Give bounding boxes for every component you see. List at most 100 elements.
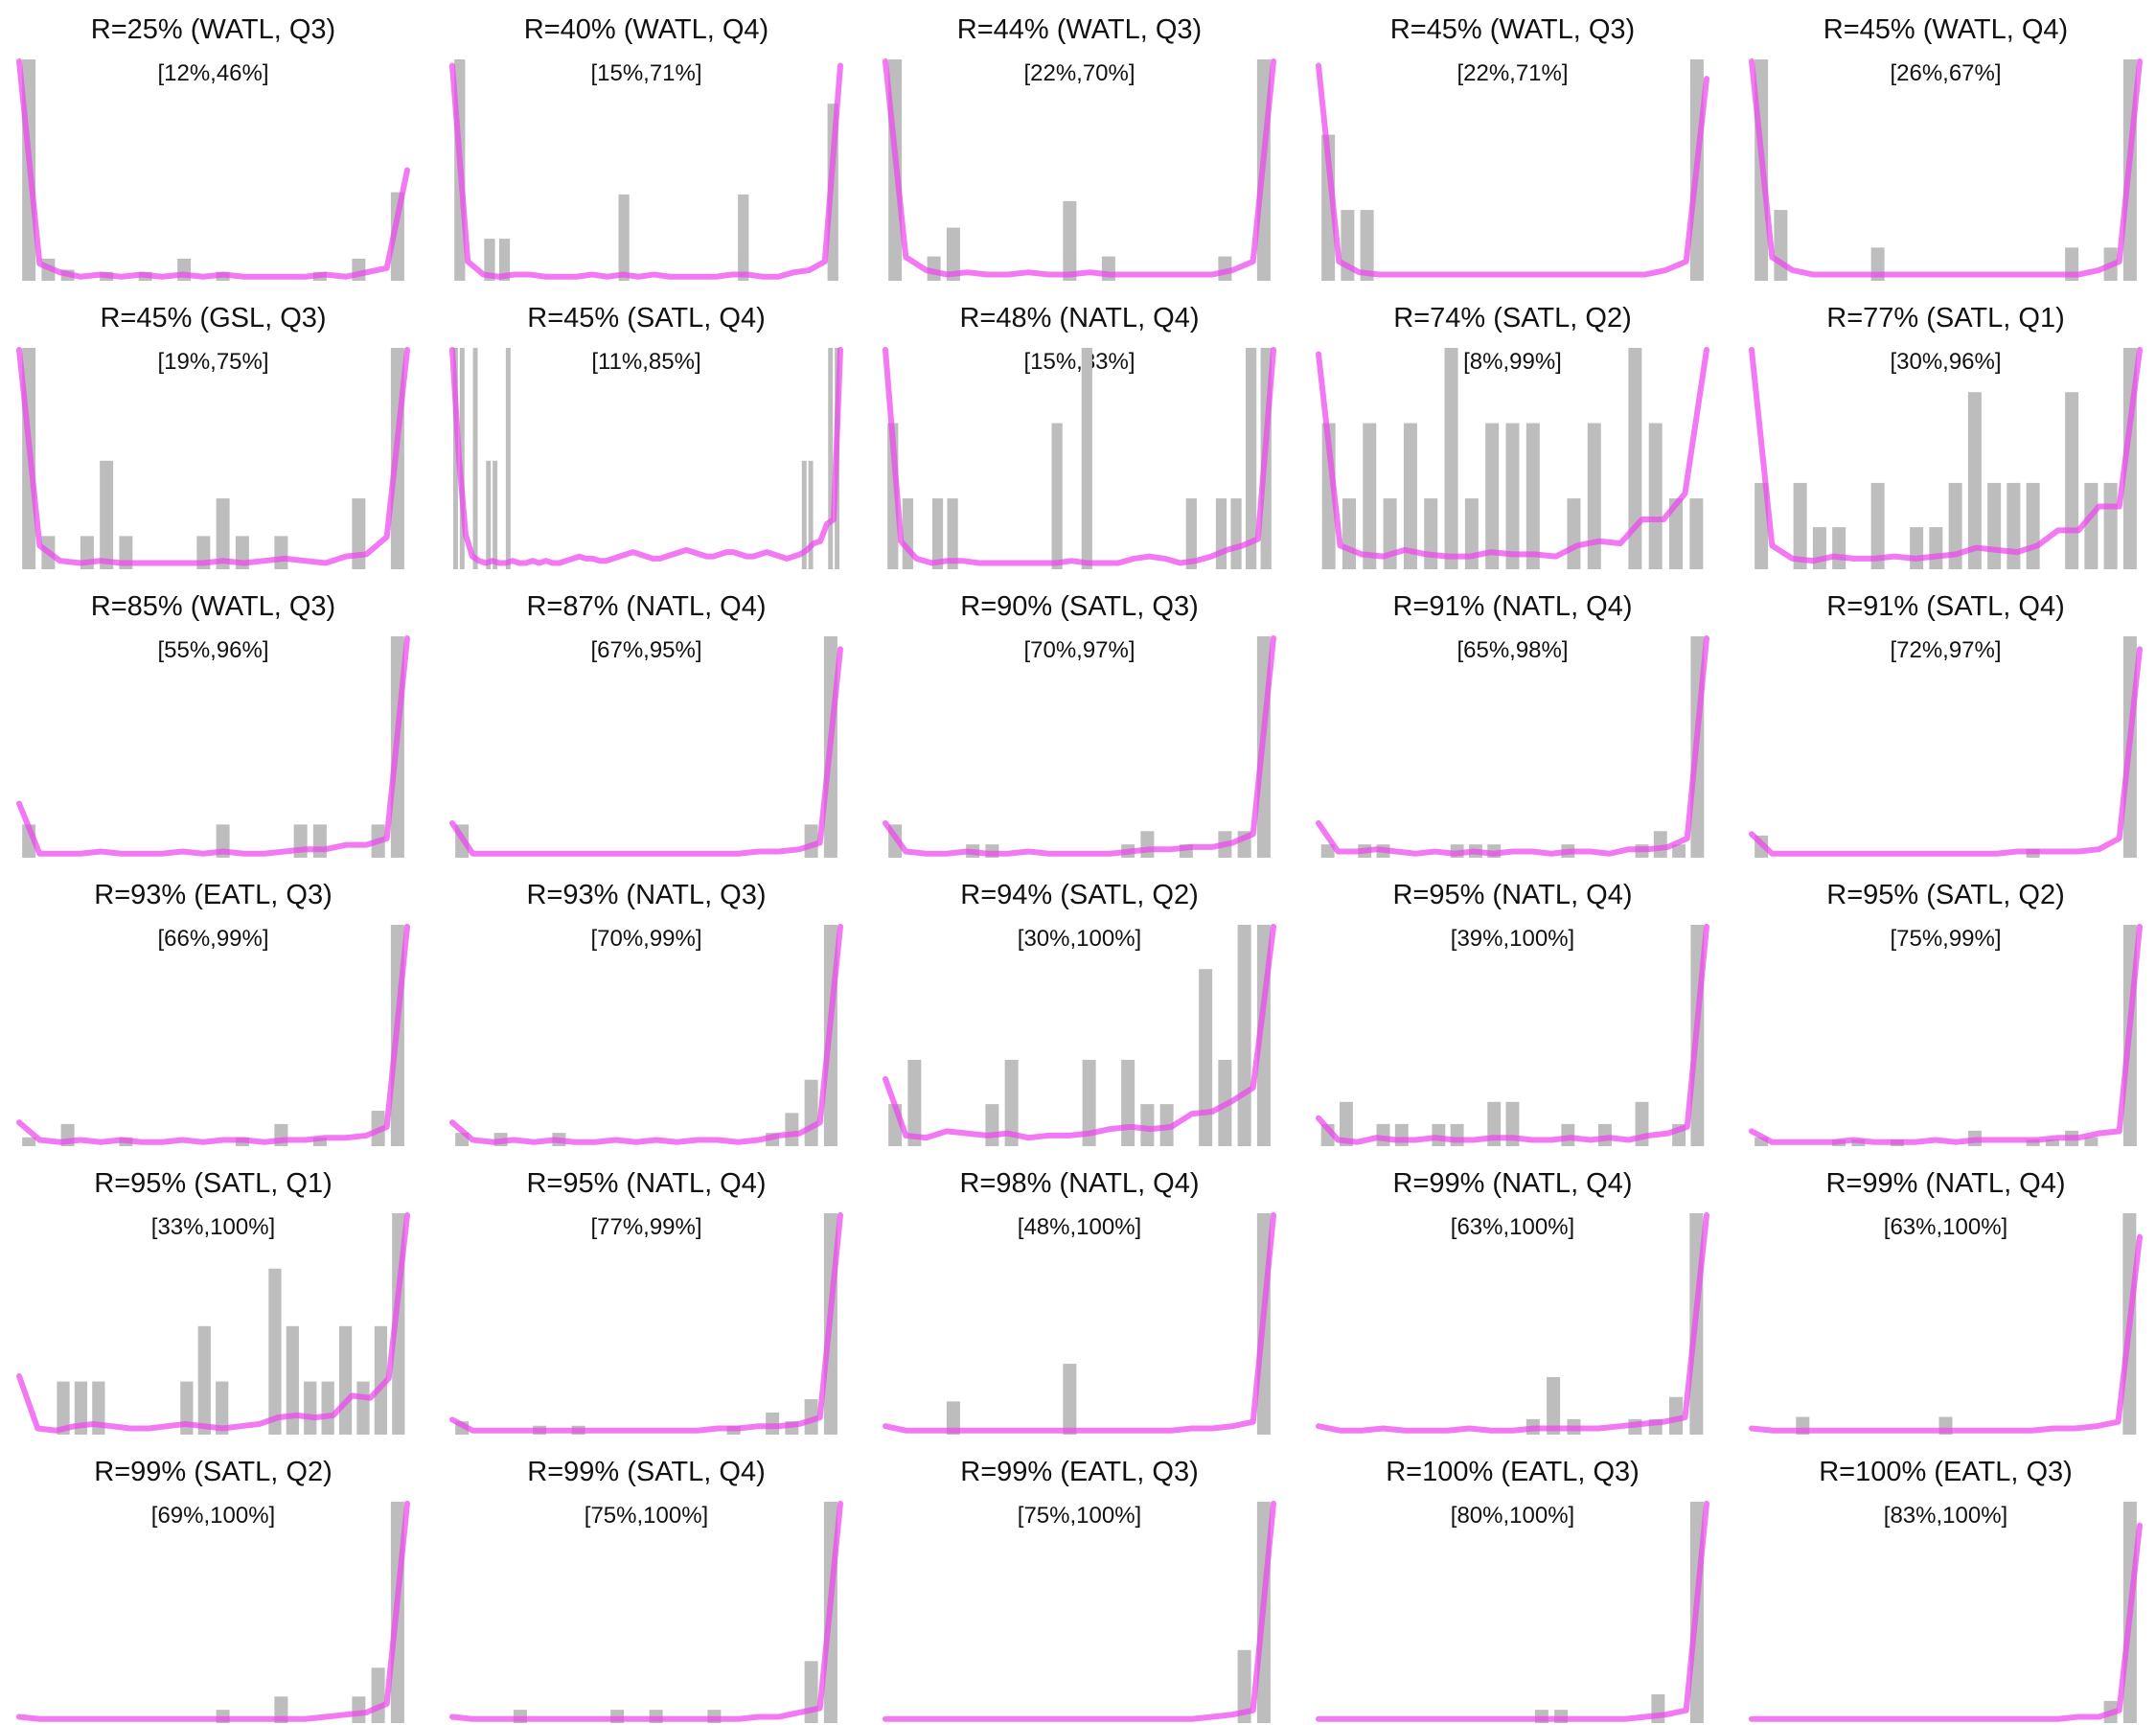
panel-title: R=99% (EATL, Q3) [960,1457,1198,1487]
panel-title: R=45% (SATL, Q4) [527,303,765,334]
panel-20: R=95% (SATL, Q2) [75%,99%] [1749,880,2143,1146]
panel-14: R=91% (NATL, Q4) [65%,98%] [1316,591,1709,858]
bar [1140,831,1155,858]
bar [1669,498,1684,569]
panel-title: R=85% (WATL, Q3) [91,591,335,622]
bar [801,460,807,569]
panel-range: [11%,85%] [591,349,700,375]
bar [1505,423,1520,569]
bar [947,498,958,569]
panel-title: R=99% (NATL, Q4) [1825,1168,2065,1199]
bar [1199,969,1213,1146]
bar [1185,498,1197,569]
series-line [1749,924,2143,1145]
series-line [16,1501,410,1722]
panel-range: [83%,100%] [1884,1503,2007,1529]
panel-27: R=99% (SATL, Q4) [75%,100%] [449,1457,843,1723]
bar [1360,210,1374,281]
panel-6: R=45% (GSL, Q3) [19%,75%] [16,303,410,569]
panel-9: R=74% (SATL, Q2) [8%,99%] [1316,303,1709,569]
bar [1774,210,1788,281]
bar [356,1381,370,1435]
series-line [883,347,1276,566]
series-line [883,1212,1276,1434]
panel-title: R=99% (NATL, Q4) [1392,1168,1632,1199]
panel-title: R=93% (EATL, Q3) [94,880,332,910]
panel-title: R=94% (SATL, Q2) [960,880,1198,910]
bar [22,1137,36,1146]
bar [312,824,327,858]
bar [1910,527,1924,569]
series-line [1749,1233,2143,1434]
bar [1967,392,1982,569]
panel-2: R=40% (WATL, Q4) [15%,71%] [449,14,843,281]
bar [452,348,458,569]
panel-title: R=91% (NATL, Q4) [1392,591,1632,622]
bar [1669,1396,1684,1435]
series-line [883,58,1276,278]
bar [2065,392,2079,569]
panel-title: R=95% (NATL, Q4) [1392,880,1632,910]
bar [887,423,899,569]
bar [274,536,288,569]
bar [216,498,230,569]
panel-range: [55%,96%] [157,637,268,663]
panel-range: [15%,83%] [1023,349,1135,375]
panel-range: [65%,98%] [1456,637,1568,663]
bar [1987,482,2002,569]
series-line [16,1212,410,1434]
panel-range: [75%,99%] [1890,926,2001,952]
bar [352,1696,366,1723]
bar [1081,348,1092,569]
bar [1547,1376,1561,1435]
bar [472,348,478,569]
bar [946,227,960,281]
series-line [16,635,410,857]
bar [371,1668,385,1723]
panel-range: [80%,100%] [1451,1503,1574,1529]
panel-range: [26%,67%] [1890,60,2001,86]
bar [1082,1059,1096,1146]
series-line [883,1501,1276,1722]
panel-range: [75%,100%] [585,1503,708,1529]
bar [2007,482,2021,569]
bar [338,1325,353,1435]
bar [1339,1101,1353,1146]
bar [2045,1139,2059,1146]
bar [1832,527,1846,569]
bar [902,498,913,569]
bar [2084,482,2099,569]
bar [2084,1137,2099,1146]
series-line [449,62,843,280]
panel-17: R=93% (NATL, Q3) [70%,99%] [449,880,843,1146]
bar [1215,498,1227,569]
bar [1063,1364,1077,1435]
bar [216,1381,229,1435]
bar [1230,498,1242,569]
bar [907,1059,922,1146]
bar [804,1079,818,1146]
bar [1320,844,1335,858]
panel-1: R=25% (WATL, Q3) [12%,46%] [16,14,410,281]
panel-16: R=93% (EATL, Q3) [66%,99%] [16,880,410,1146]
series-line [449,1212,843,1434]
series-line [449,924,843,1145]
panel-title: R=91% (SATL, Q4) [1826,591,2064,622]
series-line [16,924,410,1145]
panel-range: [22%,70%] [1023,60,1135,86]
bar [484,239,495,281]
panel-range: [67%,95%] [590,637,701,663]
panel-range: [8%,99%] [1463,349,1562,375]
panel-range: [63%,100%] [1884,1214,2007,1240]
bar [1246,348,1257,569]
panel-title: R=25% (WATL, Q3) [91,14,335,45]
panel-title: R=95% (SATL, Q1) [94,1168,332,1199]
panel-title: R=99% (SATL, Q4) [527,1457,765,1487]
panel-range: [72%,97%] [1890,637,2001,663]
panel-title: R=74% (SATL, Q2) [1393,303,1631,334]
panel-range: [70%,99%] [590,926,701,952]
panel-26: R=99% (SATL, Q2) [69%,100%] [16,1457,410,1723]
panel-11: R=85% (WATL, Q3) [55%,96%] [16,591,410,858]
bar [1140,1104,1155,1146]
bar [197,1325,211,1435]
